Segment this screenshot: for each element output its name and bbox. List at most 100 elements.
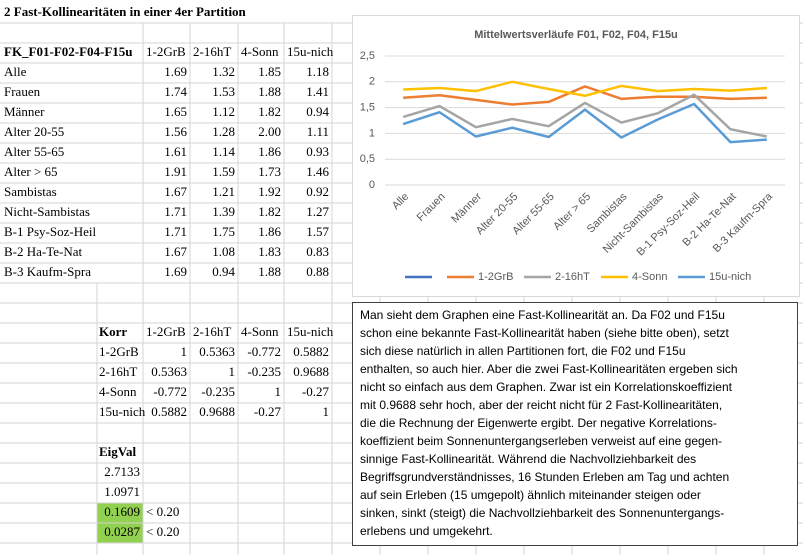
row-label: Alter 20-55 [4, 124, 64, 139]
corr-header: Korr [99, 324, 127, 339]
table-cell: 1.69 [164, 64, 187, 79]
table-cell: 1.74 [164, 84, 187, 99]
table-cell: 1.67 [164, 184, 187, 199]
text-box-frame [352, 302, 798, 546]
corr-cell: -0.27 [302, 384, 330, 399]
corr-header: 4-Sonn [241, 324, 279, 339]
eigval-cell: 0.1609 [104, 504, 140, 519]
table-cell: 1.69 [164, 264, 187, 279]
legend-label: 4-Sonn [632, 271, 667, 283]
table-cell: 1.14 [212, 144, 235, 159]
table-cell: 1.08 [212, 244, 235, 259]
text-line: erlebens und umgekehrt. [360, 524, 493, 538]
table-cell: 1.57 [306, 224, 329, 239]
table-cell: 1.28 [212, 124, 235, 139]
series-line [402, 102, 767, 144]
corr-label: 4-Sonn [99, 384, 137, 399]
table-cell: 1.56 [164, 124, 187, 139]
corr-header: 15u-nich [287, 324, 334, 339]
y-tick-label: 1,5 [360, 102, 375, 114]
table-cell: 1.82 [258, 204, 281, 219]
row-label: Alter 55-65 [4, 144, 64, 159]
table-cell: 1.12 [212, 104, 235, 119]
table-cell: 0.94 [306, 104, 329, 119]
y-tick-label: 2 [369, 76, 375, 88]
row-label: B-2 Ha-Te-Nat [4, 244, 83, 259]
highlight-cell [97, 523, 143, 543]
eigval-cell: 0.0287 [104, 524, 140, 539]
legend-label: 15u-nich [709, 271, 751, 283]
table-cell: 1.71 [164, 224, 187, 239]
table-cell: 1.88 [258, 84, 281, 99]
eigval-cell: 1.0971 [104, 484, 140, 499]
text-line: mit 0.9688 sehr hoch, aber der reicht ni… [360, 398, 722, 412]
text-line: sich diese natürlich in allen Partitione… [360, 344, 686, 358]
table-cell: 1.75 [212, 224, 235, 239]
chart: Mittelwertsverläufe F01, F02, F04, F15u 0… [352, 15, 800, 297]
text-line: koeffizient beim Sonnenuntergangserleben… [360, 434, 722, 448]
table-cell: 1.83 [258, 244, 281, 259]
table-header: 4-Sonn [241, 44, 279, 59]
table-cell: 1.86 [258, 144, 281, 159]
text-line: nicht so einfach aus dem Graphen. Zwar i… [360, 380, 733, 394]
table-cell: 1.41 [306, 84, 329, 99]
table-cell: 1.85 [258, 64, 281, 79]
corr-cell: 0.5882 [151, 404, 187, 419]
corr-cell: 1 [323, 404, 330, 419]
text-box: Man sieht dem Graphen eine Fast-Kollinea… [352, 302, 798, 546]
corr-cell: 1 [275, 384, 282, 399]
table-cell: 1.82 [258, 104, 281, 119]
table-cell: 2.00 [258, 124, 281, 139]
table-header: FK_F01-F02-F04-F15u [4, 44, 133, 59]
corr-cell: 1 [181, 344, 188, 359]
table-cell: 1.61 [164, 144, 187, 159]
row-label: Alter > 65 [4, 164, 58, 179]
corr-cell: -0.772 [247, 344, 281, 359]
table-header: 15u-nich [287, 44, 334, 59]
chart-title: Mittelwertsverläufe F01, F02, F04, F15u [474, 29, 678, 41]
text-line: die die Rechnung der Eigenwerte ergibt. … [360, 416, 717, 430]
row-label: Alle [4, 64, 27, 79]
table-cell: 1.91 [164, 164, 187, 179]
table-cell: 0.93 [306, 144, 329, 159]
corr-cell: 0.5882 [293, 344, 329, 359]
table-cell: 0.88 [306, 264, 329, 279]
sheet-title: 2 Fast-Kollinearitäten in einer 4er Part… [4, 4, 247, 19]
corr-cell: -0.235 [247, 364, 281, 379]
text-line: sinken, sinkt (steigt) die Nachvollziehb… [360, 506, 724, 520]
table-header: 1-2GrB [146, 44, 186, 59]
row-label: B-1 Psy-Soz-Heil [4, 224, 96, 239]
text-line: schon eine bekannte Fast-Kollinearität h… [360, 326, 730, 340]
table-cell: 1.73 [258, 164, 281, 179]
corr-cell: 1 [229, 364, 236, 379]
corr-label: 15u-nich [99, 404, 146, 419]
chart-area [352, 15, 800, 297]
legend-label: 1-2GrB [478, 271, 513, 283]
series-line [403, 85, 767, 106]
row-label: Sambistas [4, 184, 57, 199]
corr-header: 1-2GrB [146, 324, 186, 339]
table-cell: 1.71 [164, 204, 187, 219]
series-line [403, 80, 767, 97]
corr-label: 1-2GrB [99, 344, 139, 359]
corr-label: 2-16hT [99, 364, 137, 379]
table-cell: 1.21 [212, 184, 235, 199]
corr-cell: 0.5363 [199, 344, 235, 359]
eigval-note: < 0.20 [146, 524, 179, 539]
row-label: B-3 Kaufm-Spra [4, 264, 91, 279]
y-tick-label: 1 [369, 127, 375, 139]
corr-cell: -0.27 [254, 404, 282, 419]
text-line: sinnige Fast-Kollinearität. Während die … [360, 452, 696, 466]
row-label: Männer [4, 104, 45, 119]
eigval-note: < 0.20 [146, 504, 179, 519]
y-tick-label: 2,5 [360, 50, 375, 62]
table-cell: 1.11 [307, 124, 329, 139]
table-cell: 1.32 [212, 64, 235, 79]
corr-cell: -0.772 [153, 384, 187, 399]
table-cell: 1.88 [258, 264, 281, 279]
table-cell: 1.67 [164, 244, 187, 259]
text-line: Begriffsgrundverständnisses, 16 Stunden … [360, 470, 729, 484]
text-line: Man sieht dem Graphen eine Fast-Kollinea… [360, 308, 725, 322]
table-cell: 0.83 [306, 244, 329, 259]
